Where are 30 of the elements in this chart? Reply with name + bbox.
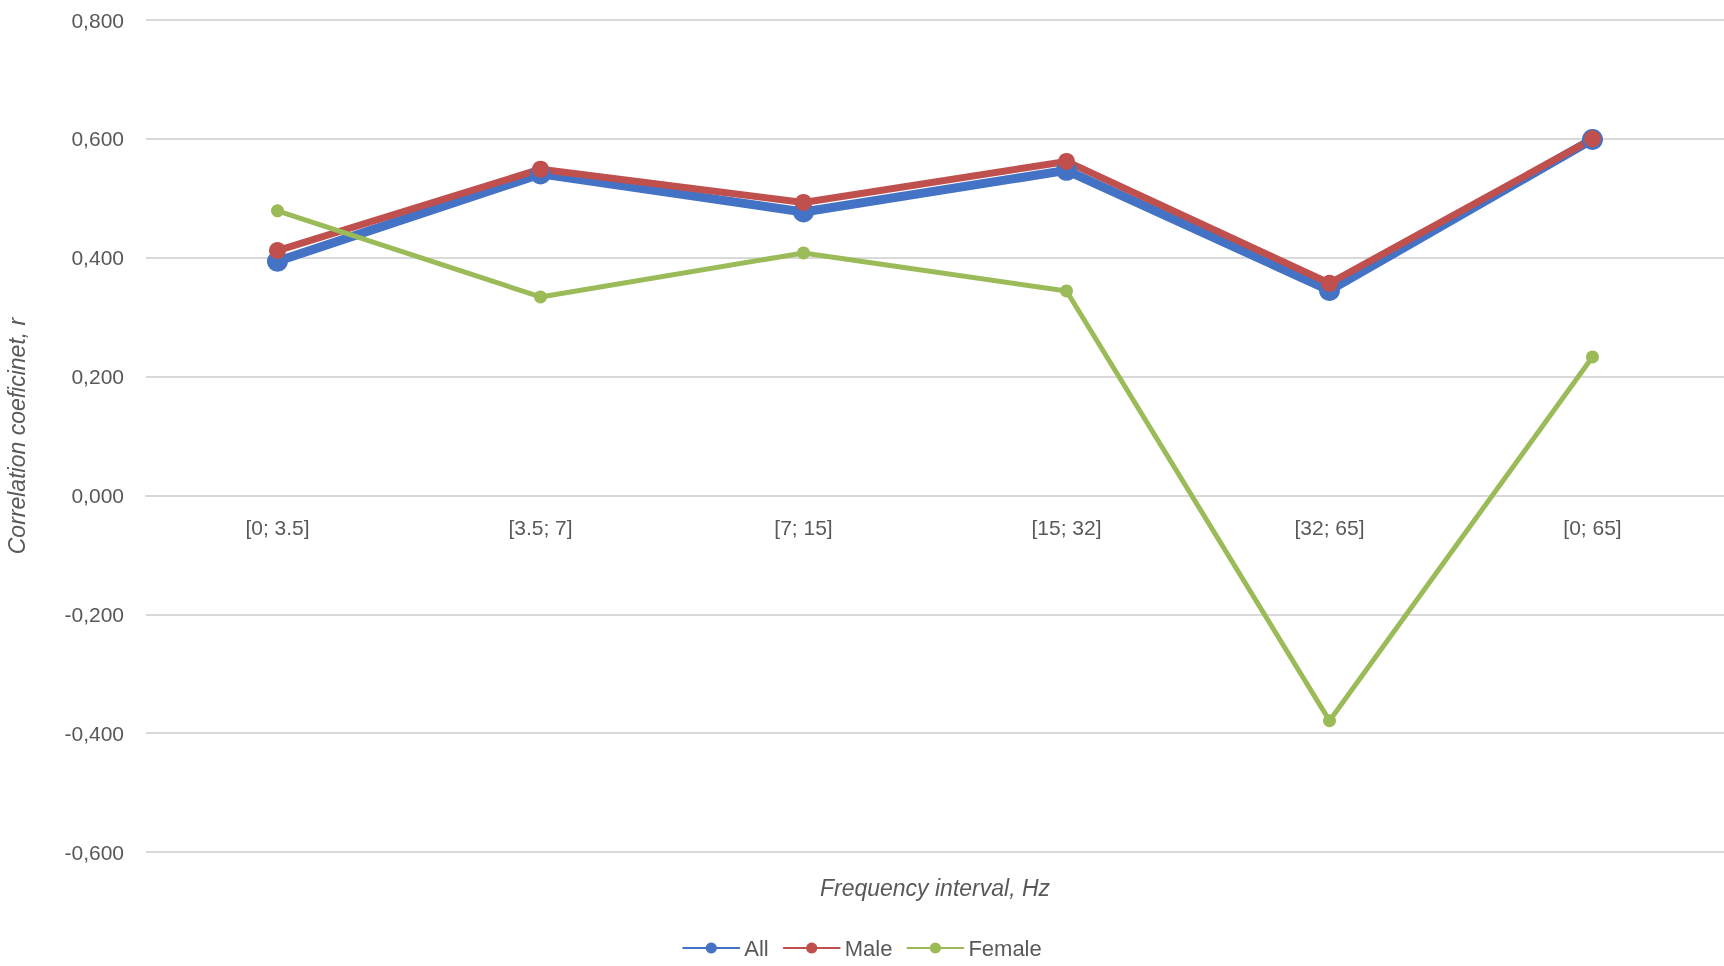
point xyxy=(271,204,284,218)
x-tick-label: [3.5; 7] xyxy=(508,516,573,540)
point xyxy=(269,242,286,260)
y-tick-label: 0,000 xyxy=(71,483,124,507)
point xyxy=(1586,350,1599,364)
point xyxy=(1323,714,1336,728)
legend-label: All xyxy=(744,935,769,961)
x-tick-label: [0; 65] xyxy=(1563,516,1622,540)
x-tick-label: [32; 65] xyxy=(1294,516,1365,540)
point xyxy=(532,160,549,178)
point xyxy=(1058,152,1075,170)
x-axis-title: Frequency interval, Hz xyxy=(819,874,1051,901)
point xyxy=(1060,284,1073,298)
legend-label: Female xyxy=(968,935,1042,961)
x-tick-label: [15; 32] xyxy=(1031,516,1102,540)
y-tick-label: 0,400 xyxy=(71,246,124,270)
y-tick-label: -0,200 xyxy=(64,602,124,626)
point xyxy=(534,290,547,304)
x-tick-label: [7; 15] xyxy=(774,516,833,540)
y-tick-label: -0,400 xyxy=(64,721,124,745)
point xyxy=(795,193,812,211)
y-tick-label: 0,600 xyxy=(71,127,124,151)
y-axis-title: Correlation coeficinet, r xyxy=(3,316,30,555)
y-tick-label: -0,600 xyxy=(64,840,124,864)
y-tick-label: 0,200 xyxy=(71,365,124,389)
x-tick-label: [0; 3.5] xyxy=(245,516,310,540)
y-tick-label: 0,800 xyxy=(71,8,124,32)
point xyxy=(797,246,810,260)
point xyxy=(1321,274,1338,292)
legend-label: Male xyxy=(844,935,893,961)
